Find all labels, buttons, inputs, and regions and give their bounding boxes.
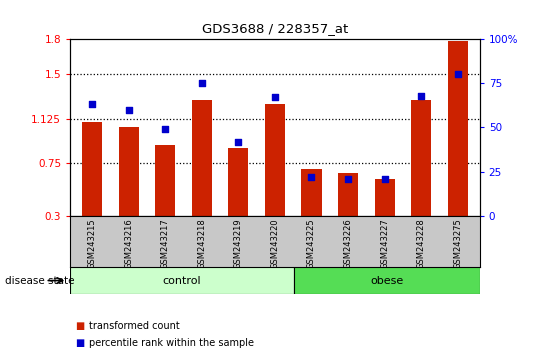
Text: percentile rank within the sample: percentile rank within the sample: [89, 338, 254, 348]
Text: disease state: disease state: [5, 275, 75, 286]
Bar: [448, 41, 468, 216]
Point: [307, 174, 316, 180]
Text: ■: ■: [75, 338, 85, 348]
Bar: [70, 267, 294, 294]
Point: [344, 176, 353, 182]
Text: ■: ■: [75, 321, 85, 331]
Text: GSM243226: GSM243226: [343, 218, 353, 269]
Text: transformed count: transformed count: [89, 321, 179, 331]
Point: [125, 107, 133, 113]
Text: GSM243220: GSM243220: [271, 218, 279, 269]
Bar: [294, 267, 480, 294]
Point: [234, 139, 243, 144]
Point: [161, 126, 169, 132]
Text: GSM243225: GSM243225: [307, 218, 316, 269]
Bar: [82, 121, 102, 216]
Bar: [228, 148, 248, 216]
Point: [271, 95, 279, 100]
Text: GSM243215: GSM243215: [87, 218, 96, 269]
Point: [197, 80, 206, 86]
Text: GSM243275: GSM243275: [453, 218, 462, 269]
Bar: [411, 100, 431, 216]
Bar: [155, 145, 175, 216]
Text: GSM243216: GSM243216: [124, 218, 133, 269]
Point: [417, 93, 425, 98]
Text: GSM243217: GSM243217: [161, 218, 170, 269]
Bar: [338, 173, 358, 216]
Point: [453, 72, 462, 77]
Bar: [375, 179, 395, 216]
Point: [88, 102, 96, 107]
Text: obese: obese: [370, 275, 403, 286]
Title: GDS3688 / 228357_at: GDS3688 / 228357_at: [202, 22, 348, 35]
Text: GSM243219: GSM243219: [234, 218, 243, 269]
Text: control: control: [162, 275, 201, 286]
Text: GSM243228: GSM243228: [417, 218, 426, 269]
Text: GSM243227: GSM243227: [380, 218, 389, 269]
Bar: [265, 104, 285, 216]
Bar: [192, 100, 212, 216]
Point: [381, 176, 389, 182]
Bar: [119, 127, 139, 216]
Text: GSM243218: GSM243218: [197, 218, 206, 269]
Bar: [301, 169, 322, 216]
